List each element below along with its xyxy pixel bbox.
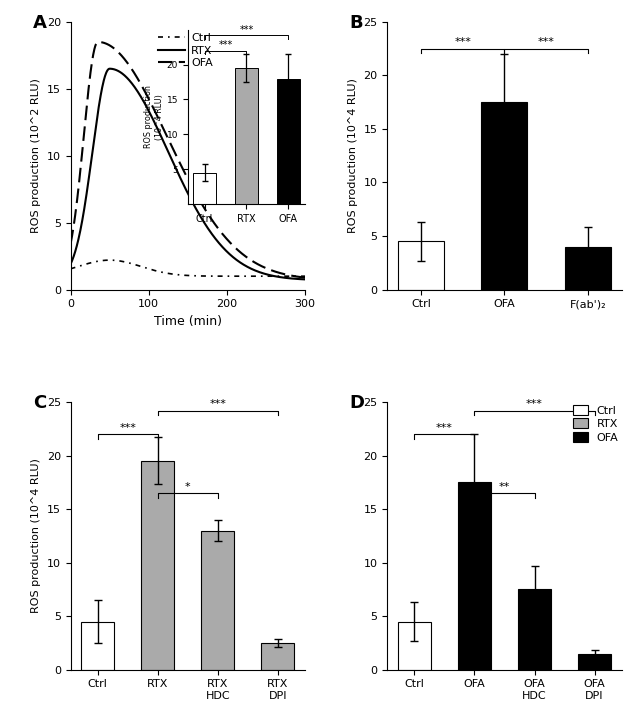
Ctrl [67,264,74,273]
Text: ***: *** [526,399,543,409]
RTX [205,226,213,234]
OFA [108,43,116,52]
Ctrl [108,256,116,264]
Bar [262,643,294,670]
RTX [67,260,74,269]
Text: ***: *** [119,423,136,433]
Text: ***: *** [436,423,453,433]
OFA [173,153,181,162]
Text: C: C [33,394,46,412]
Bar [458,483,491,670]
Text: ***: *** [538,37,554,47]
Bar [81,622,114,670]
Bar [565,247,611,290]
OFA [244,253,251,262]
RTX [301,275,309,284]
Legend: Ctrl, RTX, OFA: Ctrl, RTX, OFA [574,405,619,443]
OFA [128,64,135,73]
Bar [398,242,444,290]
Bar [518,590,551,670]
Text: *: * [185,482,190,491]
Ctrl [106,256,113,264]
Text: B: B [349,14,363,32]
Ctrl [128,259,135,268]
Bar [398,622,431,670]
Line: OFA: OFA [71,42,305,277]
Ctrl [173,270,181,279]
Text: ***: *** [210,399,226,409]
OFA [301,273,309,282]
Y-axis label: ROS production (10^4 RLU): ROS production (10^4 RLU) [31,459,41,613]
Ctrl [205,272,213,280]
Text: ***: *** [454,37,471,47]
Text: A: A [33,14,47,32]
OFA [224,235,231,244]
Line: RTX: RTX [71,68,305,280]
Line: Ctrl: Ctrl [71,260,305,276]
OFA [67,240,74,248]
Legend: Ctrl, RTX, OFA: Ctrl, RTX, OFA [158,33,213,68]
Text: **: ** [499,482,510,491]
RTX [128,78,135,87]
OFA [94,38,102,47]
Ctrl [224,272,231,280]
Bar [481,102,528,290]
X-axis label: Time (min): Time (min) [154,314,222,328]
Y-axis label: ROS production (10^2 RLU): ROS production (10^2 RLU) [31,79,41,233]
Ctrl [301,272,309,280]
Bar [141,461,174,670]
RTX [106,64,113,73]
OFA [205,211,213,220]
RTX [108,65,116,74]
Bar [578,654,611,670]
Bar [201,531,235,670]
RTX [244,263,251,272]
RTX [173,167,181,175]
RTX [224,248,231,256]
Text: D: D [349,394,365,412]
Ctrl [244,272,251,280]
Y-axis label: ROS production (10^4 RLU): ROS production (10^4 RLU) [348,79,358,233]
